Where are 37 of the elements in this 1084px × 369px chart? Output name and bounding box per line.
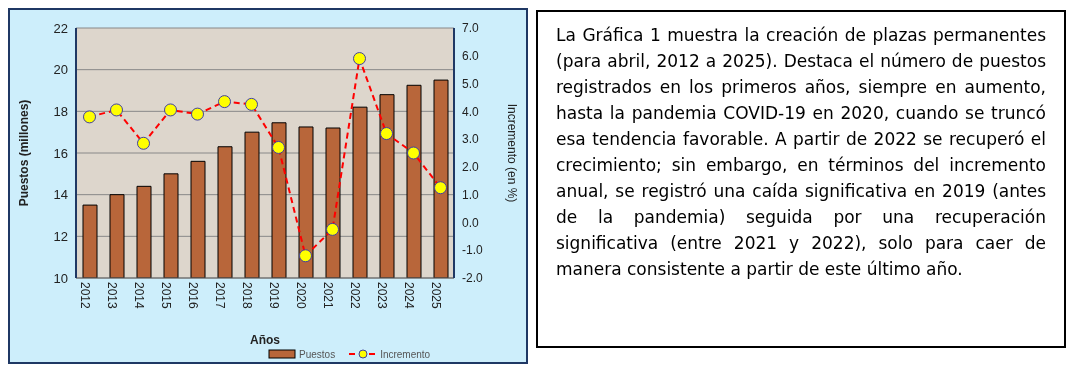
y-axis-title: Puestos (millones) [17,99,32,207]
y-tick-label: 18 [53,103,68,119]
x-tick-label: 2013 [104,282,119,310]
x-tick-label: 2018 [239,282,254,310]
x-tick-label: 2017 [212,282,227,310]
y-tick-label: 14 [53,187,68,203]
x-tick-label: 2020 [293,282,308,310]
y-tick-label: 16 [53,145,68,161]
y2-tick-label: 6.0 [462,49,480,64]
y-tick-label: 22 [53,20,68,36]
y2-axis-title: Incremento (en %) [504,103,519,203]
text: La Gráfica 1 muestra la creación de plazas permanentes (para abril, 2012 a 2025). Destaca el número de puestos registrados en los primeros años, siempre en aumento, hasta la pandemia COVID-19 en 2020, cuando se truncó esa tendencia favorable. A partir de 2022 se recuperó el crecimiento; sin embargo, en términos del incremento anual, se registró una caída significativa en 2019 (antes de la pandemia) seguida por una recuperación significativa (entre 2021 y 2022), solo para caer de manera consistente a partir de este último año. [556,25,1046,279]
y2-tick-label: 1.0 [462,187,480,202]
legend-label: Puestos [298,348,336,360]
x-tick-label: 2016 [185,282,200,310]
x-tick-label: 2023 [374,282,389,310]
x-tick-label: 2024 [401,282,416,310]
y-tick-label: 10 [53,270,68,286]
y2-tick-label: 2.0 [462,160,480,175]
y-tick-label: 12 [53,228,68,244]
x-tick-label: 2015 [158,282,173,310]
x-tick-label: 2022 [347,282,362,310]
x-tick-label: 2025 [428,282,443,310]
y2-tick-label: 3.0 [462,132,480,147]
y2-tick-label: 0.0 [462,215,480,230]
x-tick-label: 2012 [77,282,92,310]
y2-tick-label: 4.0 [462,104,480,119]
y2-tick-label: 7.0 [462,21,480,36]
y2-tick-label: 5.0 [462,76,480,91]
x-tick-label: 2021 [320,282,335,310]
legend-label: Incremento [379,348,431,360]
y2-tick-label: -1.0 [462,243,483,258]
x-tick-label: 2014 [131,282,146,310]
y2-tick-label: -2.0 [462,271,483,286]
x-axis-title: Años [250,333,281,347]
x-tick-label: 2019 [266,282,281,310]
y-tick-label: 20 [53,62,68,78]
